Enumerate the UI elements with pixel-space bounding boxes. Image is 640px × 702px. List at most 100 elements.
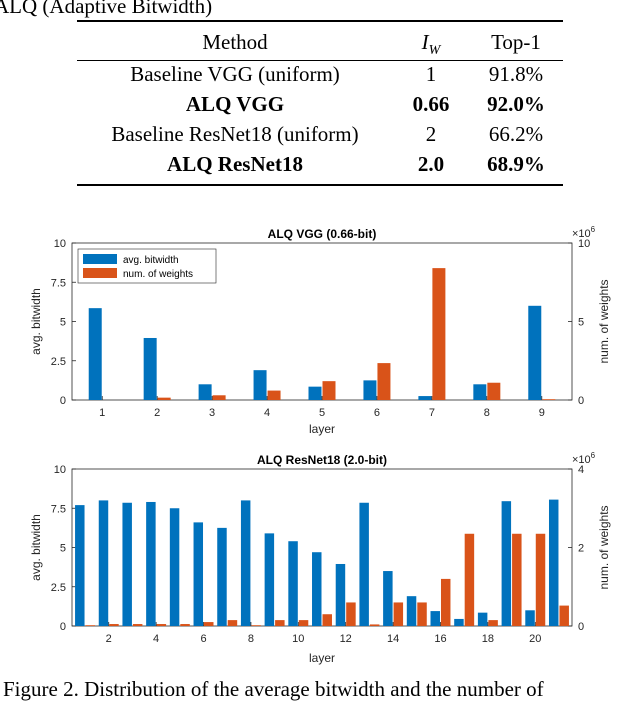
bitwidth-bar [198,384,212,400]
table-row-top1: 92.0% [487,92,545,116]
bitwidth-bar [146,501,156,626]
weights-bar [417,602,427,626]
bitwidth-bar [308,386,322,400]
x-tick-label: 1 [99,407,105,419]
table-row-method: Baseline VGG (uniform) [130,62,340,86]
y-tick-label: 2.5 [51,356,66,368]
weights-bar [487,382,501,400]
table-row-top1: 91.8% [488,62,544,86]
bitwidth-bar [169,508,180,626]
y2-tick-label: 10 [578,238,590,250]
legend-label: num. of weights [123,269,193,280]
weights-bar [559,605,569,626]
y2-exponent: 6 [591,225,596,234]
y2-tick-label: 2 [578,543,584,555]
table-bottom-rule [77,184,563,186]
y2-multiplier: ×106 [572,451,596,466]
x-axis-label: layer [309,422,335,436]
bitwidth-bar [143,337,157,400]
x-tick-label: 9 [539,407,545,419]
bitwidth-bar [406,596,417,626]
y-axis-label: avg. bitwidth [29,514,43,581]
table-row-iw: 2 [425,122,437,146]
weights-bar [212,395,226,400]
bitwidth-bar [418,396,432,400]
weights-bar [393,602,404,626]
x-tick-label: 8 [484,407,490,419]
bitwidth-bar [477,612,488,626]
x-tick-label: 4 [264,407,270,419]
x-tick-label: 20 [529,633,541,645]
table-row-method: ALQ VGG [185,92,285,116]
weights-bar [204,622,214,626]
bitwidth-bar [525,610,535,626]
weights-bar [464,533,475,626]
bitwidth-bar [359,502,369,626]
x-tick-label: 7 [429,407,435,419]
header-iw: IW [393,30,469,59]
legend-swatch [83,254,117,264]
y-tick-label: 2.5 [51,582,66,594]
x-tick-label: 12 [340,633,352,645]
header-iw-subscript: W [428,43,441,59]
x-tick-label: 14 [387,633,399,645]
weights-bar [432,268,446,400]
header-method: Method [202,30,268,54]
bitwidth-bar [454,618,464,626]
weights-bar [377,363,391,400]
y2-axis-label: num. of weights [597,279,611,363]
weights-bar [488,620,498,626]
y-tick-label: 0 [60,395,66,407]
bitwidth-bar [312,552,322,626]
table-row-method: Baseline ResNet18 (uniform) [111,122,359,146]
table-row-iw: 0.66 [412,92,450,116]
weights-bar [322,381,336,400]
weights-bar [542,399,556,400]
bitwidth-bar [75,505,85,626]
table-row-top1: 66.2% [488,122,544,146]
chart-title: ALQ VGG (0.66-bit) [268,227,377,241]
bitwidth-bar [501,501,512,626]
weights-bar [535,533,546,626]
bitwidth-bar [264,533,275,626]
header-iw-symbol: I [421,30,429,54]
vgg-bitwidth-chart: ALQ VGG (0.66-bit)02.557.5100510×106avg.… [29,225,611,436]
x-tick-label: 2 [154,407,160,419]
x-tick-label: 8 [248,633,254,645]
weights-bar [180,624,190,626]
weights-bar [322,614,332,626]
legend-swatch [83,268,117,278]
y-tick-label: 5 [60,317,66,329]
x-tick-label: 10 [292,633,304,645]
chart-title: ALQ ResNet18 (2.0-bit) [257,453,387,467]
table-row-method: ALQ ResNet18 [167,152,303,176]
bitwidth-bar [383,571,393,626]
y2-tick-label: 0 [578,395,584,407]
weights-bar [369,624,380,626]
y-tick-label: 10 [54,238,66,250]
header-top1: Top-1 [491,30,541,54]
legend-label: avg. bitwidth [123,255,179,266]
x-tick-label: 16 [434,633,446,645]
x-tick-label: 18 [482,633,494,645]
y-tick-label: 10 [54,464,66,476]
bitwidth-bar [193,522,204,626]
y2-multiplier: ×106 [572,225,596,240]
bitwidth-bar [217,527,227,626]
bitwidth-bar [335,563,346,626]
table-row-top1: 68.9% [487,152,545,176]
bitwidth-bar [363,380,377,400]
y-axis-label: avg. bitwidth [29,288,43,355]
weights-bar [227,620,238,626]
weights-bar [157,397,171,400]
x-tick-label: 4 [153,633,159,645]
section-heading: ALQ (Adaptive Bitwidth) [0,0,213,18]
figure-caption: Figure 2. Distribution of the average bi… [3,677,544,701]
x-tick-label: 6 [374,407,380,419]
weights-bar [85,625,96,626]
bitwidth-bar [240,500,251,626]
bitwidth-bar [473,384,487,400]
weights-bar [132,624,143,626]
y2-tick-label: 5 [578,317,584,329]
table-top-rule [77,20,563,22]
